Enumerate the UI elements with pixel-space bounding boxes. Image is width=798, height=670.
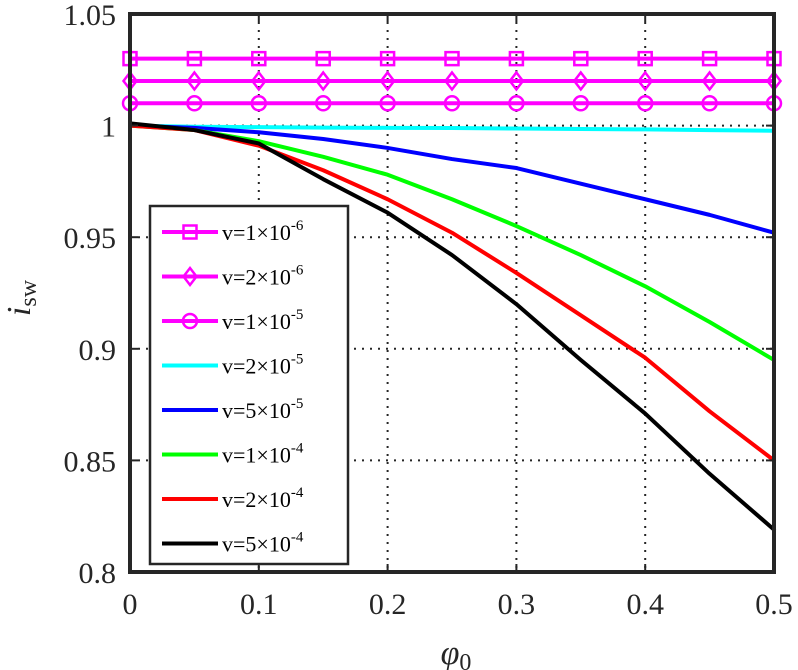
series-0-point-8 (637, 50, 653, 67)
axes (128, 12, 776, 574)
legend-label-1: v=2×10-6 (222, 263, 304, 290)
ticks: 0 0.1 0.2 0.3 0.4 0.5 0.8 0.85 0.9 0.95 1 1.05 (64, 0, 793, 621)
x-tick-label-3: 0.3 (498, 588, 536, 621)
x-tick-label-1: 0.1 (240, 588, 278, 621)
series-0-point-5 (444, 50, 460, 67)
legend-marker-2 (181, 312, 199, 330)
series-2-point-6 (508, 95, 525, 112)
legend-label-exp-6: -4 (291, 485, 304, 501)
legend-label-exp-5: -4 (291, 441, 304, 457)
y-axis-label-sub: sw (16, 279, 42, 306)
legend-label-exp-7: -4 (291, 530, 304, 546)
legend-label-2: v=1×10-5 (222, 307, 303, 334)
y-axis-label-main: i (1, 307, 38, 316)
series-0-point-4 (379, 50, 396, 67)
series-0-point-9 (701, 50, 718, 67)
x-axis-label: φ0 (441, 635, 472, 670)
legend-label-base-6: v=2×10 (222, 487, 291, 512)
legend-label-4: v=5×10-5 (222, 396, 303, 423)
series-line-4 (128, 123, 776, 235)
series-2-point-1 (186, 95, 203, 112)
series-2-point-2 (250, 95, 268, 112)
series-2-point-4 (379, 95, 396, 112)
series-0-point-1 (186, 50, 203, 67)
legend-label-6: v=2×10-4 (222, 485, 304, 512)
legend-label-base-0: v=1×10 (222, 220, 291, 245)
series-1-point-6 (508, 70, 525, 92)
legend-label-3: v=2×10-5 (222, 352, 303, 379)
y-tick-label-2: 0.9 (79, 334, 117, 367)
series-1-point-8 (637, 70, 654, 92)
x-axis-label-sub: 0 (459, 650, 471, 670)
series-2-point-9 (701, 95, 718, 112)
x-tick-label-0: 0 (123, 588, 138, 621)
axes-box (128, 12, 776, 574)
y-tick-label-4: 1 (101, 111, 116, 144)
legend-label-7: v=5×10-4 (222, 530, 304, 557)
series-2-point-8 (636, 95, 654, 112)
x-tick-label-2: 0.2 (369, 588, 407, 621)
legend-label-base-3: v=2×10 (222, 354, 291, 379)
series-0-point-7 (573, 50, 589, 67)
series-1-point-2 (250, 70, 267, 92)
legend-marker-0 (182, 224, 198, 240)
series-0-point-3 (315, 50, 331, 67)
legend-label-base-4: v=5×10 (222, 398, 291, 423)
series-0-point-2 (251, 50, 267, 67)
series-1-point-1 (186, 70, 203, 92)
legend-label-base-7: v=5×10 (222, 532, 291, 557)
series-0-point-6 (508, 50, 525, 67)
series-2-point-5 (443, 95, 461, 112)
y-tick-label-5: 1.05 (64, 0, 117, 32)
legend-label-0: v=1×10-6 (222, 218, 304, 245)
legend-label-exp-1: -6 (291, 263, 304, 279)
x-tick-label-5: 0.5 (755, 588, 793, 621)
legend-label-exp-0: -6 (291, 218, 304, 234)
y-axis-label: isw (1, 279, 42, 316)
series-1-point-9 (701, 70, 718, 92)
series-1-point-5 (443, 70, 461, 92)
axis-labels: φ0 isw (1, 279, 471, 670)
legend-marker-1 (181, 265, 199, 288)
series-line-3 (128, 123, 776, 133)
legend-label-exp-3: -5 (291, 352, 304, 368)
series-1-point-4 (379, 70, 396, 92)
legend: v=1×10-6v=2×10-6v=1×10-5v=2×10-5v=5×10-5… (148, 204, 350, 566)
series-2-point-3 (314, 95, 332, 112)
x-axis-label-main: φ (441, 635, 460, 670)
legend-label-exp-4: -5 (291, 396, 304, 412)
series-1-point-3 (315, 70, 332, 92)
legend-label-base-5: v=1×10 (222, 443, 291, 468)
y-tick-label-0: 0.8 (79, 557, 117, 590)
x-tick-label-4: 0.4 (626, 588, 664, 621)
series-group (121, 50, 783, 532)
legend-label-base-1: v=2×10 (222, 265, 291, 290)
legend-box (148, 204, 350, 566)
y-tick-label-3: 0.95 (64, 222, 117, 255)
legend-label-exp-2: -5 (291, 307, 304, 323)
legend-label-5: v=1×10-4 (222, 441, 304, 468)
y-tick-label-1: 0.85 (64, 445, 117, 478)
legend-label-base-2: v=1×10 (222, 309, 291, 334)
series-1-point-7 (572, 70, 589, 92)
series-line-7 (128, 121, 776, 532)
series-2-point-7 (572, 95, 590, 112)
